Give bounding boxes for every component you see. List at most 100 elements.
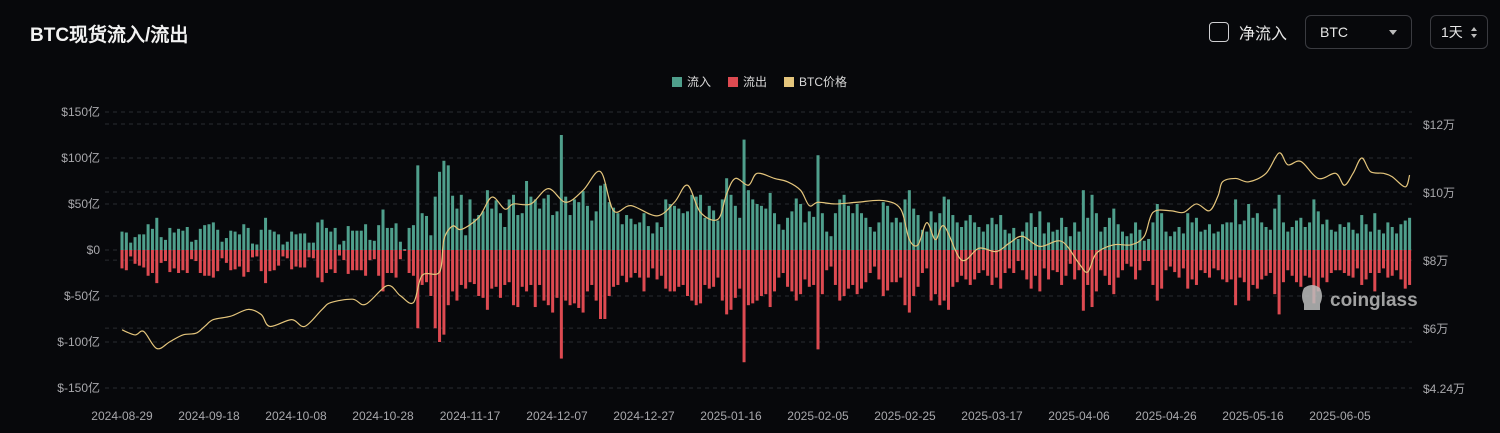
outflow-bar[interactable] (625, 250, 629, 283)
outflow-bar[interactable] (786, 250, 790, 287)
inflow-bar[interactable] (1308, 222, 1312, 250)
outflow-bar[interactable] (751, 250, 755, 304)
outflow-bar[interactable] (1107, 250, 1111, 285)
inflow-bar[interactable] (246, 227, 250, 250)
outflow-bar[interactable] (1281, 250, 1285, 283)
outflow-bar[interactable] (981, 250, 985, 271)
inflow-bar[interactable] (1338, 224, 1342, 250)
inflow-bar[interactable] (742, 139, 746, 250)
outflow-bar[interactable] (542, 250, 546, 301)
outflow-bar[interactable] (150, 250, 154, 273)
inflow-bar[interactable] (294, 234, 298, 250)
inflow-bar[interactable] (394, 223, 398, 250)
inflow-bar[interactable] (951, 215, 955, 250)
outflow-bar[interactable] (899, 250, 903, 278)
outflow-bar[interactable] (977, 250, 981, 273)
inflow-bar[interactable] (1047, 222, 1051, 250)
outflow-bar[interactable] (990, 250, 994, 285)
outflow-bar[interactable] (233, 250, 237, 270)
outflow-bar[interactable] (490, 250, 494, 289)
inflow-bar[interactable] (977, 227, 981, 250)
outflow-bar[interactable] (1355, 250, 1359, 269)
inflow-bar[interactable] (429, 235, 433, 250)
inflow-bar[interactable] (968, 215, 972, 250)
outflow-bar[interactable] (1103, 250, 1107, 276)
inflow-bar[interactable] (142, 234, 146, 250)
inflow-bar[interactable] (398, 241, 402, 250)
outflow-bar[interactable] (777, 250, 781, 278)
outflow-bar[interactable] (1290, 250, 1294, 276)
outflow-bar[interactable] (503, 250, 507, 285)
outflow-bar[interactable] (277, 250, 281, 266)
outflow-bar[interactable] (1329, 250, 1333, 273)
outflow-bar[interactable] (1234, 250, 1238, 306)
outflow-bar[interactable] (477, 250, 481, 296)
outflow-bar[interactable] (825, 250, 829, 271)
inflow-bar[interactable] (612, 207, 616, 250)
inflow-bar[interactable] (1025, 222, 1029, 250)
inflow-bar[interactable] (207, 224, 211, 250)
inflow-bar[interactable] (820, 213, 824, 250)
outflow-bar[interactable] (1181, 250, 1185, 269)
inflow-bar[interactable] (303, 233, 307, 250)
outflow-bar[interactable] (703, 250, 707, 285)
inflow-bar[interactable] (281, 244, 285, 250)
inflow-bar[interactable] (272, 231, 276, 250)
legend-label-inflow[interactable]: 流入 (687, 75, 711, 89)
outflow-bar[interactable] (485, 250, 489, 310)
inflow-bar[interactable] (942, 196, 946, 250)
outflow-bar[interactable] (1112, 250, 1116, 295)
outflow-bar[interactable] (342, 250, 346, 261)
inflow-bar[interactable] (1212, 233, 1216, 250)
inflow-bar[interactable] (224, 238, 228, 250)
outflow-bar[interactable] (651, 250, 655, 269)
inflow-bar[interactable] (1347, 222, 1351, 250)
outflow-bar[interactable] (903, 250, 907, 306)
outflow-bar[interactable] (1142, 250, 1146, 262)
inflow-bar[interactable] (686, 211, 689, 250)
inflow-bar[interactable] (529, 196, 533, 250)
outflow-bar[interactable] (1212, 250, 1216, 269)
inflow-bar[interactable] (525, 181, 529, 250)
inflow-bar[interactable] (464, 235, 468, 250)
outflow-bar[interactable] (1116, 250, 1120, 278)
inflow-bar[interactable] (259, 229, 263, 250)
outflow-bar[interactable] (564, 250, 568, 301)
inflow-bar[interactable] (290, 231, 294, 250)
outflow-bar[interactable] (1160, 250, 1164, 289)
outflow-bar[interactable] (211, 250, 215, 278)
outflow-bar[interactable] (764, 250, 768, 295)
inflow-bar[interactable] (268, 229, 272, 250)
inflow-bar[interactable] (494, 200, 498, 250)
outflow-bar[interactable] (577, 250, 581, 308)
inflow-bar[interactable] (838, 199, 842, 250)
inflow-bar[interactable] (316, 222, 320, 250)
outflow-bar[interactable] (1051, 250, 1055, 271)
inflow-bar[interactable] (986, 224, 990, 250)
inflow-bar[interactable] (668, 204, 672, 250)
outflow-bar[interactable] (529, 250, 533, 285)
outflow-bar[interactable] (942, 250, 946, 301)
outflow-bar[interactable] (372, 250, 376, 260)
inflow-bar[interactable] (1386, 222, 1390, 250)
outflow-bar[interactable] (890, 250, 894, 283)
inflow-bar[interactable] (1312, 199, 1316, 250)
inflow-bar[interactable] (551, 215, 555, 250)
outflow-bar[interactable] (207, 250, 211, 276)
inflow-bar[interactable] (1403, 220, 1407, 250)
outflow-bar[interactable] (525, 250, 529, 292)
inflow-bar[interactable] (520, 213, 524, 250)
outflow-bar[interactable] (1390, 250, 1394, 276)
inflow-bar[interactable] (198, 228, 202, 250)
inflow-bar[interactable] (890, 222, 894, 250)
outflow-bar[interactable] (690, 250, 694, 301)
inflow-bar[interactable] (703, 217, 707, 250)
inflow-bar[interactable] (555, 211, 559, 250)
inflow-bar[interactable] (1264, 227, 1268, 250)
inflow-bar[interactable] (446, 165, 450, 250)
inflow-bar[interactable] (1012, 227, 1016, 250)
outflow-bar[interactable] (351, 250, 355, 271)
inflow-bar[interactable] (633, 224, 637, 250)
inflow-bar[interactable] (1325, 219, 1329, 250)
outflow-bar[interactable] (1377, 250, 1381, 273)
